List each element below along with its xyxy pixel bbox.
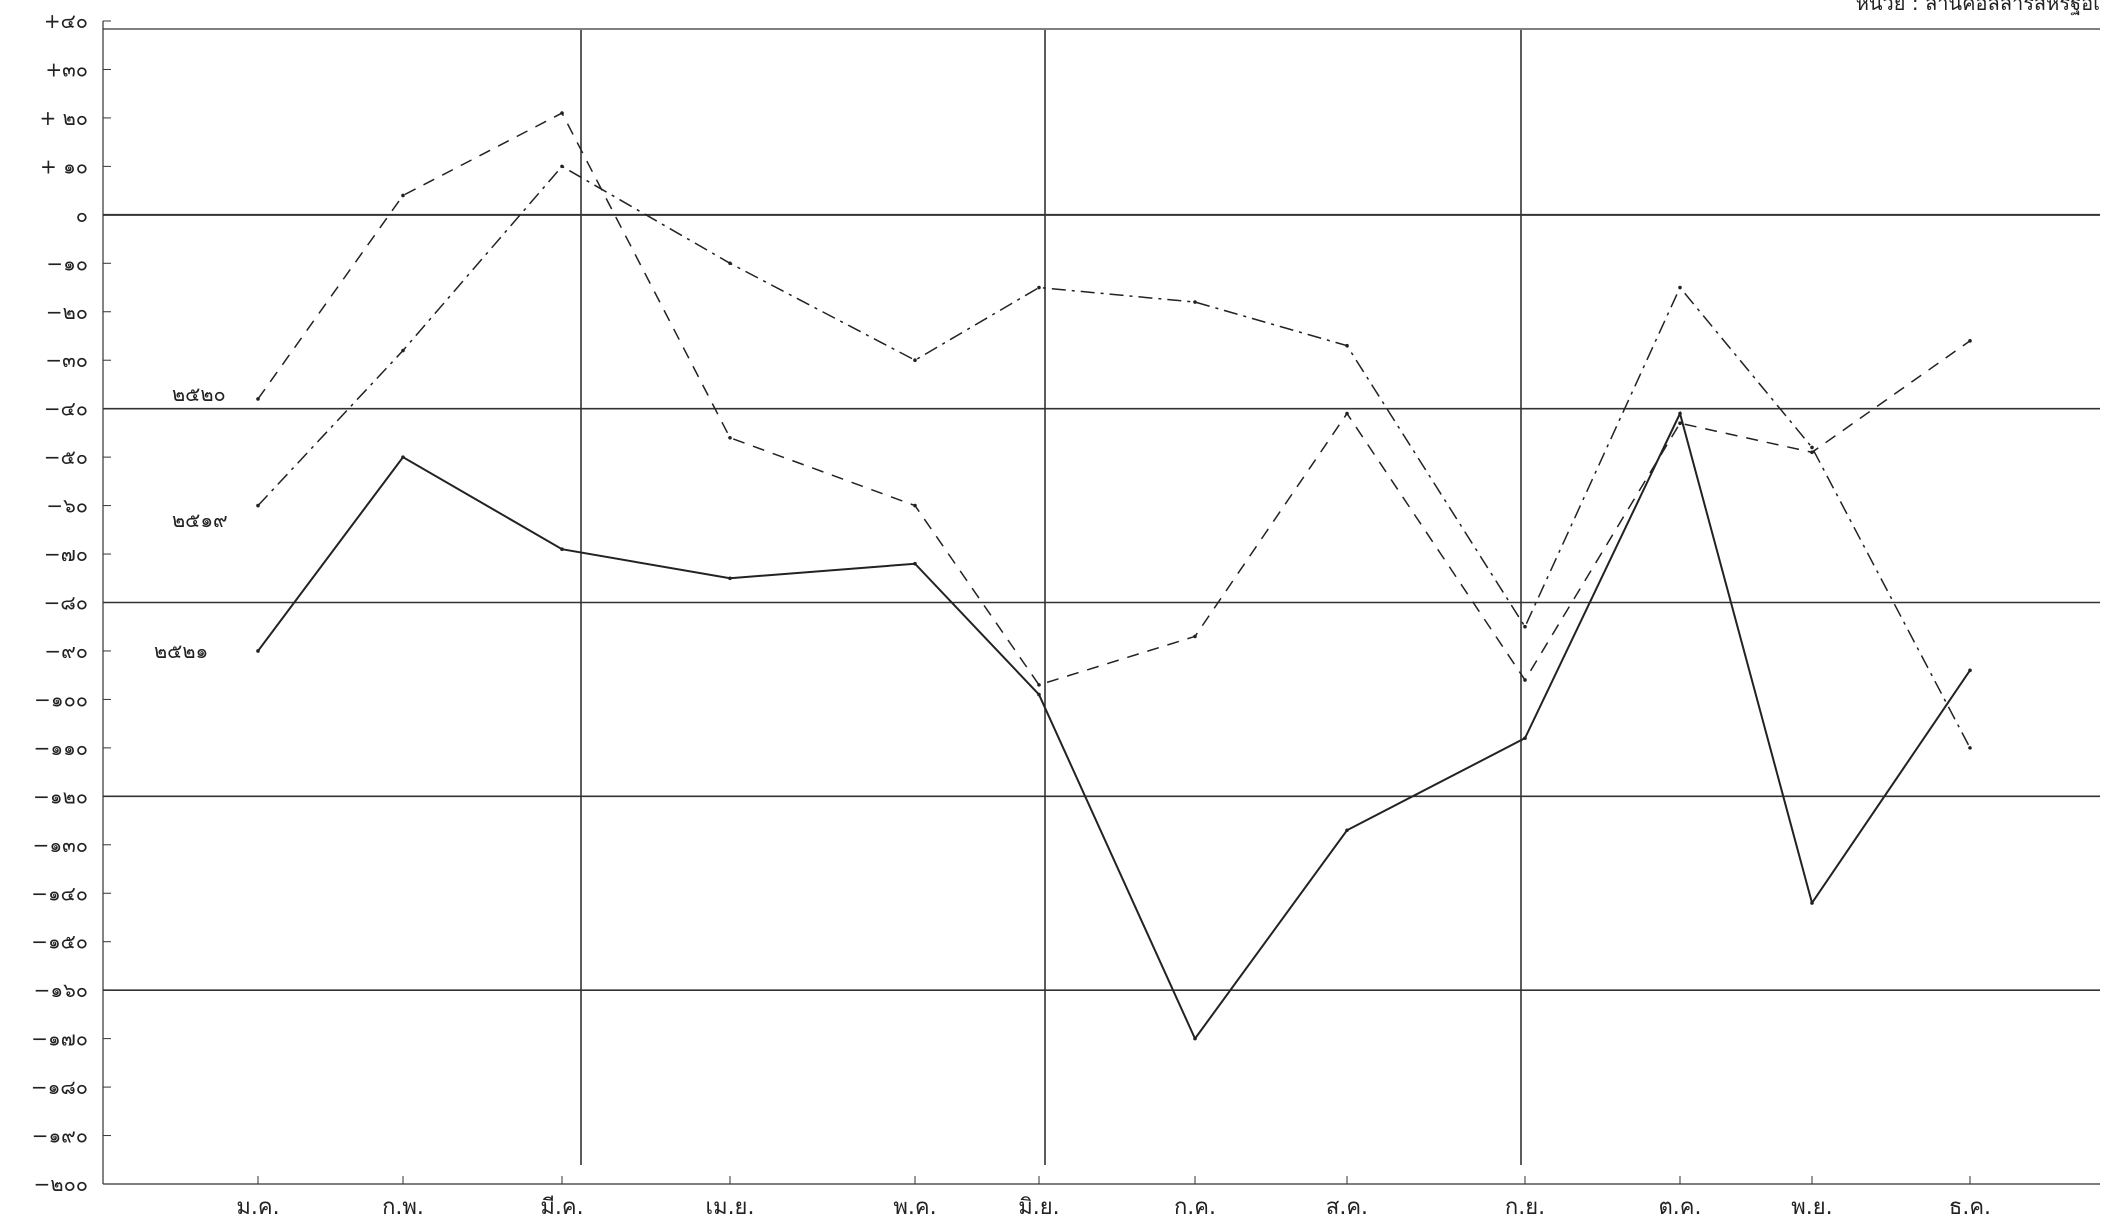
series-line	[257, 165, 1971, 749]
y-tick-label: −๑๖๐	[34, 978, 88, 1002]
data-point	[728, 576, 732, 581]
data-point	[728, 261, 732, 266]
x-tick-label: ม.ค.	[236, 1195, 279, 1220]
data-point	[1193, 1036, 1197, 1041]
data-point	[1037, 285, 1041, 290]
series-label: ๒๕๒๑	[154, 639, 208, 663]
y-tick-label: −๑๔๐	[31, 881, 88, 905]
y-tick-label: ๐	[76, 203, 88, 227]
y-tick-label: −๑๐	[46, 251, 88, 275]
x-tick-label: มิ.ย.	[1018, 1195, 1059, 1220]
y-tick-label: +๔๐	[44, 9, 88, 33]
series-line	[257, 410, 1971, 1041]
y-tick-label: −๙๐	[44, 639, 88, 663]
data-point	[256, 503, 260, 508]
y-tick-label: −๓๐	[45, 348, 88, 372]
y-tick-label: −๘๐	[44, 591, 88, 615]
x-tick-label: มี.ค.	[540, 1195, 583, 1220]
series-layer	[256, 111, 1972, 1041]
y-tick-label: −๕๐	[44, 445, 88, 469]
data-point	[1345, 828, 1349, 833]
data-point	[1523, 736, 1527, 740]
y-tick-label: −๑๐๐	[34, 687, 88, 711]
data-point	[1193, 300, 1197, 304]
y-tick-label: −๗๐	[44, 542, 88, 566]
unit-note: หน่วย : ล้านคอลลาร์สหรัฐอเ	[1856, 0, 2100, 15]
x-tick-label: ก.พ.	[382, 1195, 424, 1220]
data-point	[1678, 421, 1682, 426]
y-tick-label: −๑๕๐	[31, 930, 88, 954]
data-point	[1810, 901, 1814, 905]
y-tick-label: −๑๘๐	[31, 1075, 88, 1099]
y-tick-label: + ๒๐	[39, 106, 88, 130]
y-tick-label: −๑๑๐	[34, 736, 88, 760]
y-tick-label: −๒๐๐	[34, 1172, 88, 1196]
data-point	[1968, 668, 1972, 673]
data-point	[728, 435, 732, 440]
data-point	[1037, 683, 1041, 687]
x-tick-label: ก.ค.	[1174, 1195, 1216, 1220]
data-point	[401, 193, 405, 198]
y-tick-label: −๑๙๐	[32, 1124, 88, 1148]
data-point	[913, 561, 917, 566]
y-tick-label: −๖๐	[46, 494, 88, 518]
x-tick-label: เม.ย.	[706, 1195, 755, 1220]
data-point	[1523, 678, 1527, 682]
data-point	[1678, 285, 1682, 290]
data-point	[256, 397, 260, 401]
data-point	[256, 649, 260, 653]
y-tick-label: +๓๐	[45, 57, 88, 81]
data-point	[560, 547, 564, 551]
y-tick-label: −๑๗๐	[31, 1027, 88, 1051]
y-tick-label: −๑๓๐	[33, 833, 88, 857]
y-tick-label: + ๑๐	[40, 154, 88, 178]
data-point	[1345, 411, 1349, 416]
y-tick-label: −๔๐	[44, 397, 88, 421]
data-point	[1678, 411, 1682, 416]
data-point	[560, 164, 564, 169]
data-point	[1810, 450, 1814, 455]
x-tick-label: ต.ค.	[1659, 1195, 1702, 1220]
x-tick-label: พ.ค.	[893, 1195, 936, 1220]
data-point	[401, 455, 405, 459]
data-point	[1810, 445, 1814, 450]
y-tick-label: −๒๐	[46, 300, 88, 324]
y-tick-label: −๑๒๐	[33, 784, 88, 808]
axis-layer	[102, 20, 2100, 1185]
data-point	[1345, 343, 1349, 348]
data-point	[1968, 339, 1972, 343]
grid-layer	[103, 30, 2100, 1165]
data-point	[1968, 746, 1972, 750]
data-point	[1193, 634, 1197, 639]
series-label: ๒๕๒๐	[172, 382, 226, 406]
label-layer: +๔๐ +๓๐ + ๒๐ + ๑๐๐ −๑๐ −๒๐ −๓๐ −๔๐ −๕๐ −๖๐ −๗๐ −๘๐ −…	[31, 9, 1991, 1220]
data-point	[913, 358, 917, 363]
data-point	[1523, 624, 1527, 629]
data-point	[913, 503, 917, 508]
series-line	[257, 112, 1971, 686]
data-point	[401, 348, 405, 353]
data-point	[560, 111, 564, 115]
x-tick-label: ธ.ค.	[1949, 1195, 1991, 1220]
x-tick-label: ก.ย.	[1505, 1195, 1545, 1220]
x-tick-label: ส.ค.	[1326, 1195, 1368, 1220]
series-label: ๒๕๑๙	[172, 508, 228, 532]
data-point	[1037, 692, 1041, 697]
x-tick-label: พ.ย.	[1791, 1195, 1832, 1220]
